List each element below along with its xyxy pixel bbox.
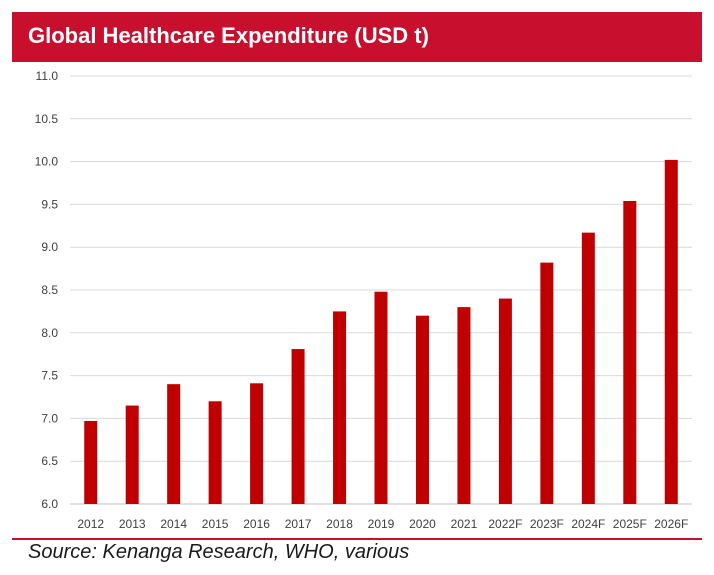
bar-2022F (498, 298, 512, 504)
y-tick-label: 6.5 (41, 454, 58, 468)
bar-2023F (540, 262, 554, 504)
chart-title: Global Healthcare Expenditure (USD t) (12, 12, 702, 60)
y-tick-label: 10.0 (35, 155, 59, 169)
y-tick-label: 8.0 (41, 326, 58, 340)
bar-2026F (664, 159, 678, 504)
x-tick-label: 2012 (77, 517, 104, 531)
bar-2025F (623, 200, 637, 504)
x-tick-label: 2026F (654, 517, 688, 531)
bar-2017 (291, 349, 305, 504)
y-axis-ticks: 6.0 6.5 7.0 7.5 8.0 8.5 9.0 9.5 10.0 10.5 11.0 (35, 69, 59, 511)
y-tick-label: 11.0 (36, 69, 59, 83)
x-tick-label: 2020 (409, 517, 436, 531)
x-tick-label: 2017 (285, 517, 312, 531)
y-tick-label: 10.5 (35, 112, 59, 126)
x-tick-label: 2014 (160, 517, 187, 531)
bar-2019 (374, 291, 388, 504)
x-tick-label: 2022F (488, 517, 522, 531)
y-tick-label: 6.0 (41, 497, 58, 511)
bars (84, 159, 678, 504)
x-tick-label: 2013 (119, 517, 146, 531)
x-tick-label: 2019 (368, 517, 395, 531)
x-tick-label: 2018 (326, 517, 353, 531)
x-tick-label: 2021 (451, 517, 478, 531)
bar-2021 (457, 307, 471, 504)
bar-2015 (208, 401, 222, 504)
y-tick-label: 7.0 (41, 411, 58, 425)
y-tick-label: 9.5 (41, 197, 58, 211)
bar-2012 (84, 420, 98, 504)
x-tick-label: 2015 (202, 517, 229, 531)
bar-2014 (167, 384, 181, 504)
x-axis-ticks: 2012 2013 2014 2015 2016 2017 2018 2019 2020 2021… (77, 517, 688, 531)
x-tick-label: 2024F (571, 517, 605, 531)
x-tick-label: 2016 (243, 517, 270, 531)
y-tick-label: 8.5 (41, 283, 58, 297)
chart-frame (12, 60, 702, 540)
bar-2013 (125, 405, 139, 504)
x-tick-label: 2023F (530, 517, 564, 531)
bar-2024F (581, 232, 595, 504)
bar-2016 (250, 383, 264, 504)
bar-2018 (333, 311, 347, 504)
x-tick-label: 2025F (613, 517, 647, 531)
source-note: Source: Kenanga Research, WHO, various (28, 541, 410, 563)
y-tick-label: 9.0 (41, 240, 58, 254)
bar-2020 (415, 315, 429, 504)
y-tick-label: 7.5 (41, 369, 58, 383)
